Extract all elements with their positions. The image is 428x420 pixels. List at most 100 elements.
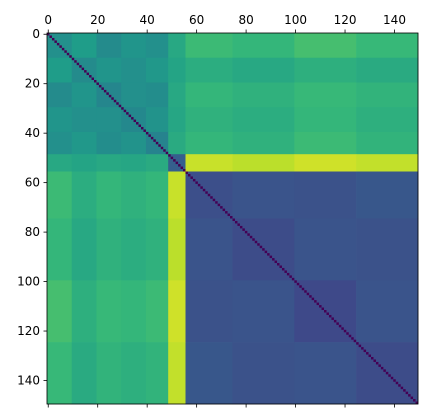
diagonal-cell	[163, 149, 166, 152]
cell	[356, 33, 419, 59]
diagonal-cell	[267, 253, 270, 256]
x-tick-label: 80	[238, 13, 253, 27]
cell	[121, 171, 147, 219]
diagonal-cell	[103, 89, 107, 93]
diagonal-cell	[64, 50, 67, 53]
diagonal-cell	[121, 107, 124, 110]
diagonal-cell	[54, 40, 57, 43]
cell	[121, 218, 147, 281]
diagonal-cell	[126, 112, 129, 115]
diagonal-cell	[338, 324, 342, 328]
cell	[71, 107, 97, 133]
cell	[121, 342, 147, 405]
cell	[356, 107, 419, 133]
cell	[145, 107, 169, 133]
diagonal-cell	[113, 99, 117, 103]
diagonal-cell	[225, 211, 228, 214]
diagonal-cell	[86, 72, 90, 76]
cell	[47, 218, 73, 281]
y-tick-label: 20	[25, 77, 40, 91]
cell	[185, 154, 233, 172]
diagonal-cell	[131, 117, 134, 120]
diagonal-cell	[247, 233, 250, 236]
diagonal-cell	[348, 334, 352, 338]
cell	[185, 107, 233, 133]
cell	[294, 33, 357, 59]
cell	[294, 342, 357, 405]
diagonal-cell	[341, 327, 344, 330]
diagonal-cell	[395, 381, 399, 385]
y-tick-label: 140	[17, 374, 40, 388]
diagonal-cell	[160, 146, 164, 150]
diagonal-cell	[96, 82, 99, 85]
diagonal-cell	[324, 310, 327, 313]
diagonal-cell	[128, 114, 132, 118]
y-tick-label: 100	[17, 275, 40, 289]
diagonal-cell	[185, 171, 188, 174]
diagonal-cell	[296, 282, 300, 286]
cell	[168, 171, 186, 219]
cell	[145, 57, 169, 83]
diagonal-cell	[358, 344, 362, 348]
diagonal-cell	[415, 401, 418, 404]
diagonal-cell	[286, 272, 290, 276]
cell	[121, 131, 147, 155]
diagonal-cell	[59, 45, 62, 48]
diagonal-cell	[371, 357, 374, 360]
diagonal-cell	[393, 379, 396, 382]
plot-frame	[46, 32, 419, 405]
cell	[185, 57, 233, 83]
diagonal-cell	[333, 319, 337, 323]
y-tick-label: 0	[32, 27, 40, 41]
diagonal-cell	[403, 389, 406, 392]
diagonal-cell	[385, 371, 389, 375]
cell	[71, 171, 97, 219]
diagonal-cell	[155, 141, 159, 145]
diagonal-cell	[158, 144, 161, 147]
cell	[168, 218, 186, 281]
cell	[168, 33, 186, 59]
diagonal-cell	[175, 161, 179, 165]
cell	[232, 171, 295, 219]
cell	[145, 280, 169, 343]
cell	[356, 154, 419, 172]
diagonal-cell	[346, 332, 349, 335]
cell	[294, 82, 357, 108]
diagonal-cell	[197, 183, 201, 187]
diagonal-cell	[93, 79, 97, 83]
diagonal-cell	[309, 295, 312, 298]
diagonal-cell	[178, 164, 181, 167]
diagonal-cell	[210, 196, 213, 199]
cell	[232, 82, 295, 108]
cell	[356, 57, 419, 83]
diagonal-cell	[49, 35, 52, 38]
diagonal-cell	[306, 292, 310, 296]
x-tick-label: 40	[140, 13, 155, 27]
diagonal-cell	[373, 359, 376, 362]
diagonal-cell	[140, 126, 144, 130]
cell	[96, 280, 122, 343]
diagonal-cell	[239, 225, 243, 229]
diagonal-cell	[237, 223, 240, 226]
cell	[356, 82, 419, 108]
diagonal-cell	[232, 218, 235, 221]
diagonal-cell	[242, 228, 245, 231]
cell	[185, 131, 233, 155]
diagonal-cell	[277, 263, 280, 266]
cell	[96, 218, 122, 281]
cell	[356, 171, 419, 219]
diagonal-cell	[212, 198, 216, 202]
diagonal-cell	[408, 394, 411, 397]
diagonal-cell	[148, 134, 151, 137]
cell	[185, 218, 233, 281]
cell	[47, 154, 73, 172]
diagonal-cell	[56, 42, 60, 46]
cell	[71, 218, 97, 281]
diagonal-cell	[89, 75, 92, 78]
cell	[145, 171, 169, 219]
diagonal-cell	[398, 384, 401, 387]
diagonal-cell	[351, 337, 354, 340]
diagonal-cell	[84, 70, 87, 73]
diagonal-cell	[272, 258, 275, 261]
